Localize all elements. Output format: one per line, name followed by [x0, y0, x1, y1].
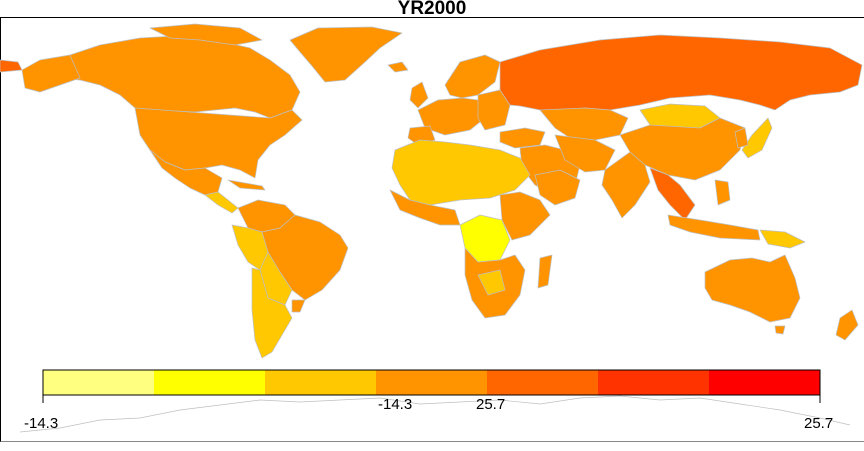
legend-swatch	[709, 370, 820, 395]
region-kazakhstan	[539, 107, 629, 141]
region-east-africa	[499, 191, 551, 241]
region-alaska	[21, 54, 81, 93]
region-russia	[499, 34, 863, 113]
region-southeast-asia	[649, 167, 696, 221]
legend-label-mid-right: 25.7	[476, 396, 506, 413]
legend-swatch	[487, 370, 598, 395]
region-korea	[734, 127, 749, 149]
region-argentina	[251, 267, 293, 359]
region-north-africa	[391, 139, 531, 206]
legend-swatch	[376, 370, 487, 395]
map-title: YR2000	[397, 0, 467, 19]
region-uk	[409, 81, 429, 109]
legend-label-mid-left: -14.3	[378, 396, 413, 413]
region-philippines	[714, 179, 731, 206]
legend-swatch	[43, 370, 154, 395]
legend-label-right: 25.7	[804, 415, 834, 432]
region-madagascar	[537, 254, 553, 289]
region-papua	[759, 229, 806, 249]
region-greenland	[289, 26, 403, 83]
region-japan	[741, 117, 773, 159]
plot-frame	[0, 17, 864, 442]
region-usa	[134, 107, 303, 179]
region-australia	[704, 254, 801, 323]
region-tasmania	[774, 325, 786, 335]
region-iceland	[387, 61, 409, 73]
legend-label-left: -14.3	[24, 415, 59, 432]
region-chukotka	[0, 59, 23, 73]
region-arabia	[534, 169, 581, 206]
region-central-america	[204, 191, 239, 214]
legend-swatch	[265, 370, 376, 395]
region-scandinavia	[444, 54, 501, 99]
legend-border	[42, 369, 821, 396]
legend-colorbar	[42, 369, 821, 403]
legend-swatch	[598, 370, 709, 395]
region-uruguay	[291, 299, 306, 313]
region-india	[601, 151, 651, 219]
region-turkey	[499, 127, 546, 149]
region-arctic-islands	[149, 23, 263, 46]
region-caribbean	[227, 179, 266, 191]
region-antarctica	[19, 395, 851, 433]
region-botswana	[477, 269, 506, 296]
legend-swatch	[154, 370, 265, 395]
region-new-zealand	[835, 309, 859, 341]
region-indonesia	[667, 214, 761, 241]
